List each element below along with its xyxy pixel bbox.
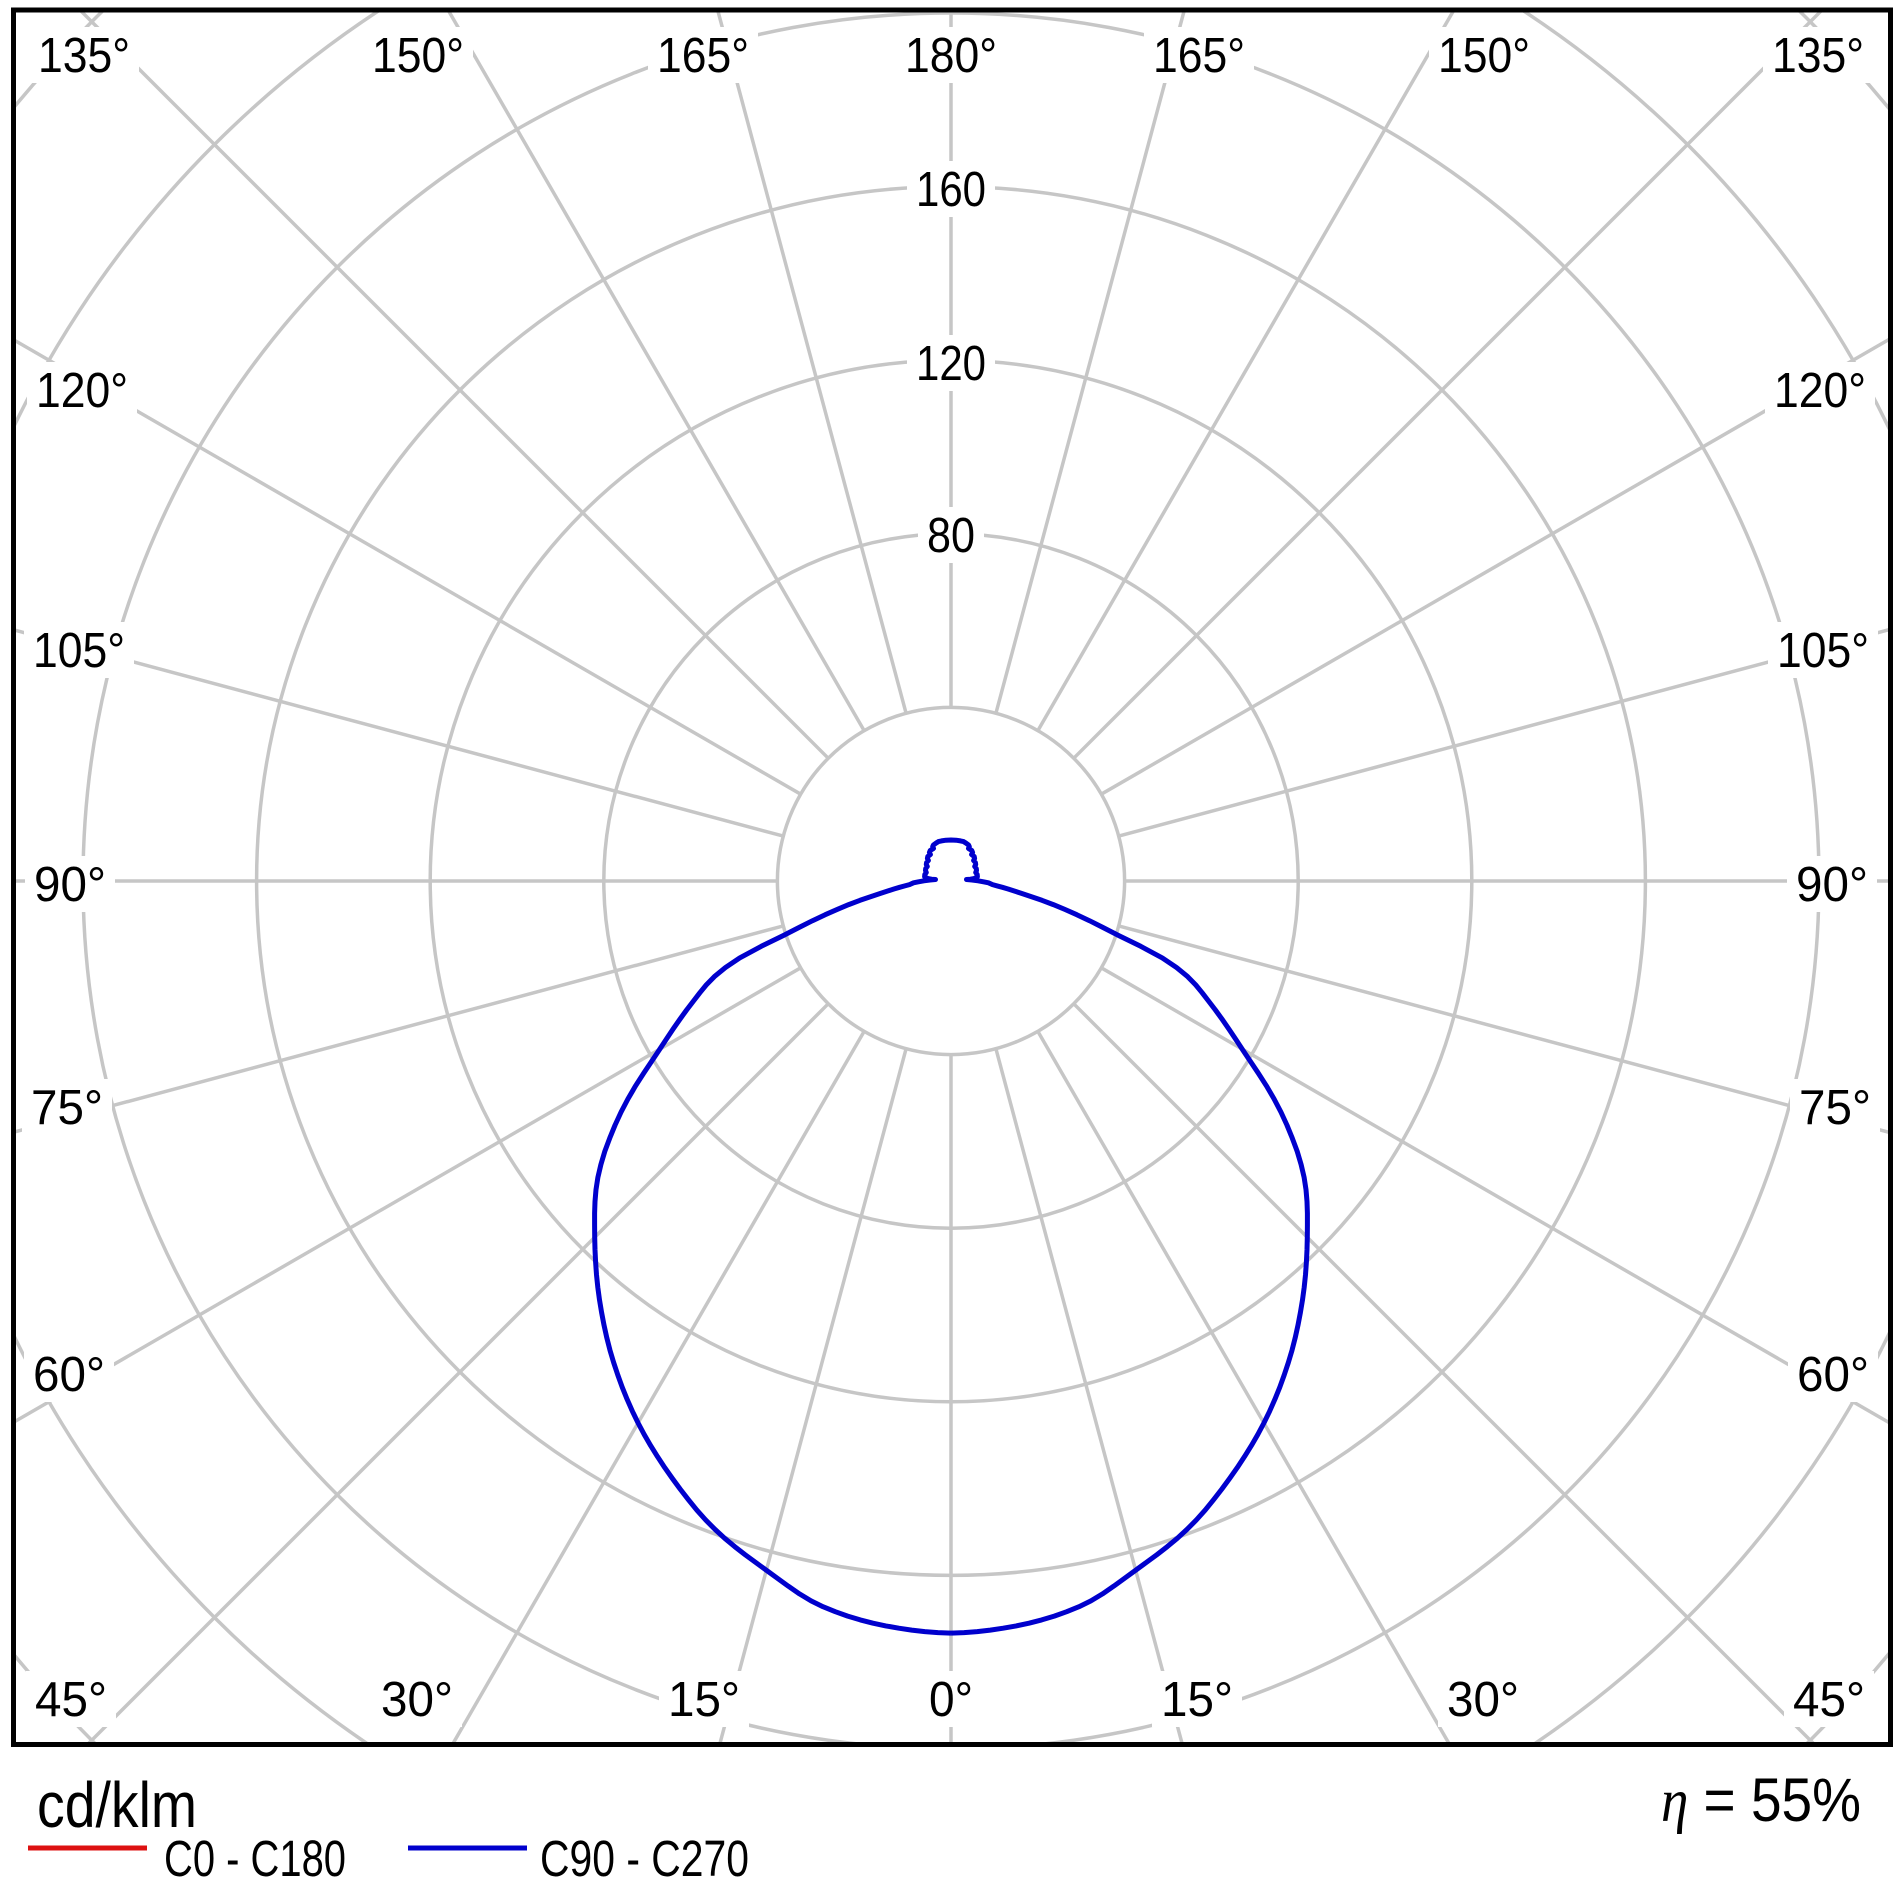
svg-text:15°: 15°: [1161, 1673, 1233, 1727]
svg-text:180°: 180°: [905, 29, 997, 83]
svg-text:120°: 120°: [1774, 364, 1866, 418]
svg-text:30°: 30°: [1447, 1673, 1519, 1727]
svg-text:90°: 90°: [1796, 858, 1868, 912]
svg-text:60°: 60°: [33, 1348, 105, 1402]
svg-text:60°: 60°: [1797, 1348, 1869, 1402]
svg-text:165°: 165°: [657, 29, 749, 83]
svg-text:135°: 135°: [1772, 29, 1864, 83]
svg-text:0°: 0°: [929, 1673, 973, 1727]
svg-text:160: 160: [916, 163, 986, 217]
svg-text:90°: 90°: [34, 858, 106, 912]
svg-text:75°: 75°: [31, 1081, 103, 1135]
svg-text:45°: 45°: [35, 1673, 107, 1727]
svg-text:cd/klm: cd/klm: [37, 1769, 197, 1841]
svg-text:150°: 150°: [372, 29, 464, 83]
svg-text:η = 55%: η = 55%: [1661, 1766, 1861, 1835]
svg-text:75°: 75°: [1799, 1081, 1871, 1135]
svg-text:45°: 45°: [1793, 1673, 1865, 1727]
svg-text:105°: 105°: [1777, 624, 1869, 678]
svg-text:80: 80: [927, 509, 975, 563]
svg-text:120: 120: [916, 337, 986, 391]
svg-text:165°: 165°: [1153, 29, 1245, 83]
svg-text:105°: 105°: [33, 624, 125, 678]
svg-text:150°: 150°: [1438, 29, 1530, 83]
svg-text:120°: 120°: [36, 364, 128, 418]
svg-text:15°: 15°: [668, 1673, 740, 1727]
svg-text:30°: 30°: [381, 1673, 453, 1727]
svg-text:C0 - C180: C0 - C180: [164, 1830, 346, 1887]
svg-text:C90 - C270: C90 - C270: [540, 1830, 749, 1887]
svg-text:135°: 135°: [38, 29, 130, 83]
